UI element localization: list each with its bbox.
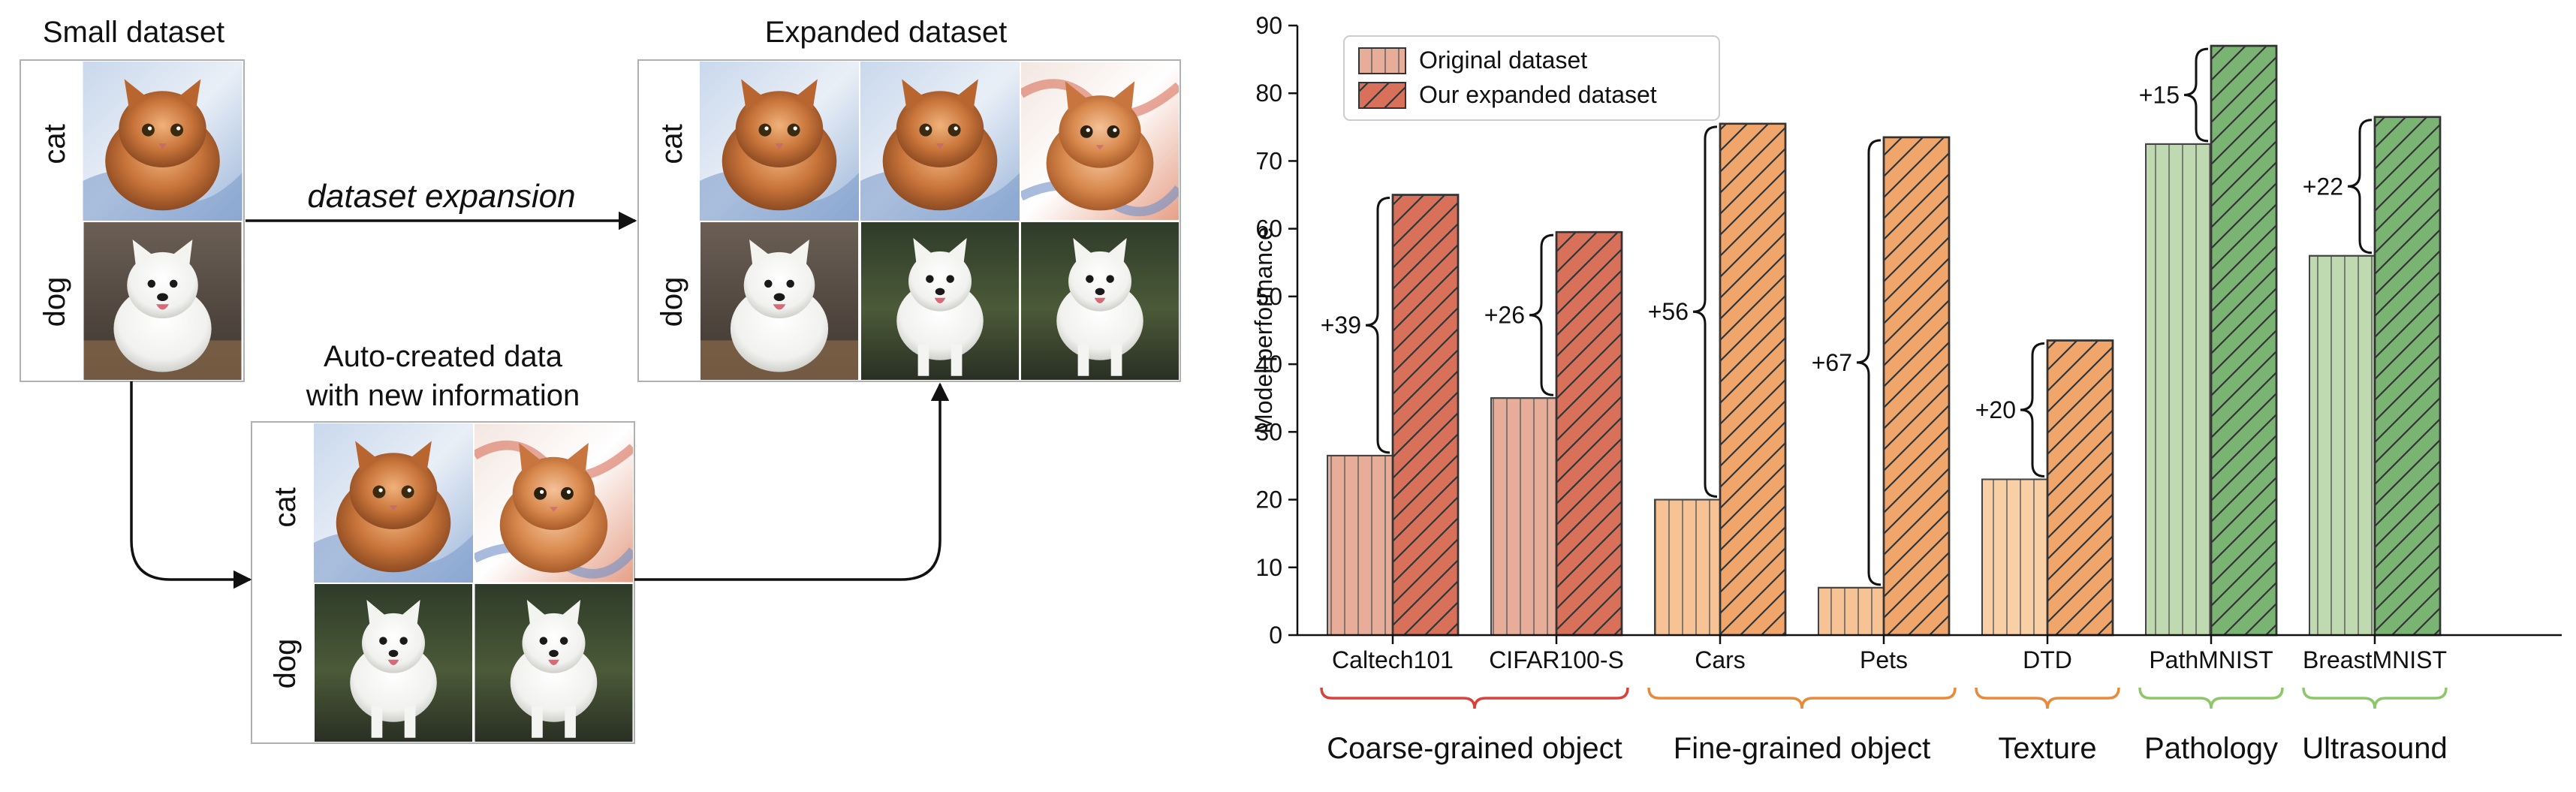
expanded-cat-image-1 xyxy=(700,62,859,221)
gain-label: +67 xyxy=(1812,349,1852,376)
group-brace xyxy=(1320,687,1629,709)
expanded-dataset-title: Expanded dataset xyxy=(765,16,1007,49)
bar-chart: 0 10 20 30 40 50 60 70 80 90 +39 +26 +56 +67 +20 +15 +2… xyxy=(1250,12,2562,765)
expanded-dog-image-2 xyxy=(861,222,1019,380)
bar-original-hatch xyxy=(2309,254,2376,636)
x-tick-label: CIFAR100-S xyxy=(1489,646,1624,673)
y-tick-label: 30 xyxy=(1255,418,1282,445)
auto-created-panel: cat dog xyxy=(251,421,635,744)
gain-label: +39 xyxy=(1321,312,1361,339)
legend: Original dataset Our expanded dataset xyxy=(1343,35,1720,121)
auto-dog-label: dog xyxy=(269,639,302,689)
gain-brace xyxy=(2183,47,2209,143)
small-cat-label: cat xyxy=(38,124,71,164)
expanded-cat-image-3 xyxy=(1021,62,1179,220)
expanded-dog-label: dog xyxy=(655,277,688,327)
x-tick-label: PathMNIST xyxy=(2149,646,2273,673)
small-dataset-title: Small dataset xyxy=(43,16,224,49)
x-tick-label: DTD xyxy=(2023,646,2072,673)
gain-brace xyxy=(1365,197,1390,454)
group-brace xyxy=(2302,687,2448,709)
gain-label: +22 xyxy=(2303,173,2343,200)
gain-label: +26 xyxy=(1484,302,1525,329)
dataset-expansion-diagram: Small dataset cat dog dataset expansion … xyxy=(20,16,1181,744)
bar-original-hatch xyxy=(1327,454,1393,637)
bar-expanded-hatch xyxy=(1882,136,1951,637)
bar-expanded-hatch xyxy=(1391,194,1460,637)
merge-arrow xyxy=(634,382,950,581)
bar-expanded-hatch xyxy=(1555,230,1623,637)
expanded-dog-image-3 xyxy=(1021,222,1179,380)
bar-original-hatch xyxy=(1981,478,2048,636)
legend-label-original: Original dataset xyxy=(1419,47,1587,74)
group-brace xyxy=(2138,687,2284,709)
generation-arrow xyxy=(130,381,252,589)
gain-brace xyxy=(2020,342,2045,477)
group-label: Fine-grained object xyxy=(1674,732,1930,765)
auto-created-title-line1: Auto-created data xyxy=(324,340,563,373)
auto-dog-image-2 xyxy=(475,584,633,742)
chart-axes xyxy=(1296,26,2562,637)
small-dataset-panel: cat dog xyxy=(20,59,245,382)
bar-original-hatch xyxy=(1818,586,1885,636)
x-tick-label: BreastMNIST xyxy=(2303,646,2447,673)
expanded-cat-image-2 xyxy=(860,62,1020,221)
expanded-dog-image-1 xyxy=(700,222,858,380)
auto-cat-image-2 xyxy=(475,424,633,583)
small-cat-image xyxy=(83,62,243,221)
gain-brace xyxy=(1856,139,1882,586)
auto-cat-image-1 xyxy=(314,423,473,583)
small-dog-label: dog xyxy=(38,277,71,327)
x-tick-label: Pets xyxy=(1860,646,1908,673)
category-groups: Coarse-grained object Fine-grained object… xyxy=(1320,687,2448,765)
y-axis-title: Model performance xyxy=(1250,227,1277,434)
expanded-cat-label: cat xyxy=(655,124,688,164)
gain-brace xyxy=(2347,119,2373,254)
y-tick-label: 90 xyxy=(1255,12,1282,39)
y-tick-label: 60 xyxy=(1255,215,1282,242)
gain-label: +20 xyxy=(1975,396,2016,423)
expanded-dataset-panel: cat dog xyxy=(637,59,1181,382)
bar-original-hatch xyxy=(1654,498,1721,636)
legend-label-expanded: Our expanded dataset xyxy=(1419,81,1657,108)
group-label: Pathology xyxy=(2144,732,2278,765)
y-tick-label: 10 xyxy=(1255,554,1282,581)
bar-expanded-hatch xyxy=(2046,339,2114,637)
y-tick-label: 0 xyxy=(1269,622,1282,649)
y-tick-label: 50 xyxy=(1255,283,1282,310)
x-tick-label: Caltech101 xyxy=(1332,646,1454,673)
group-label: Ultrasound xyxy=(2302,732,2447,765)
expansion-label: dataset expansion xyxy=(307,178,575,215)
bar-expanded-hatch xyxy=(1719,122,1787,637)
group-label: Texture xyxy=(1998,732,2096,765)
y-tick-label: 80 xyxy=(1255,80,1282,107)
gain-braces: +39 +26 +56 +67 +20 +15 +22 xyxy=(1321,47,2373,586)
gain-brace xyxy=(1692,125,1718,498)
bar-original-hatch xyxy=(2145,143,2212,636)
x-tick-label: Cars xyxy=(1695,646,1746,673)
group-brace xyxy=(1975,687,2120,709)
bar-expanded-hatch xyxy=(2210,44,2278,637)
y-axis-ticks: 0 10 20 30 40 50 60 70 80 90 xyxy=(1255,12,1297,649)
group-label: Coarse-grained object xyxy=(1327,732,1622,765)
y-tick-label: 70 xyxy=(1255,147,1282,174)
small-dog-image xyxy=(83,222,242,380)
y-tick-label: 40 xyxy=(1255,351,1282,378)
auto-dog-image-1 xyxy=(315,584,472,742)
gain-brace xyxy=(1529,233,1554,396)
bar-expanded-hatch xyxy=(2373,116,2442,637)
gain-label: +15 xyxy=(2139,81,2180,108)
bar-series xyxy=(1327,44,2442,637)
auto-cat-label: cat xyxy=(269,487,302,527)
y-tick-label: 20 xyxy=(1255,486,1282,513)
x-tick-labels: Caltech101 CIFAR100-S Cars Pets DTD PathMNIST… xyxy=(1332,635,2447,673)
gain-label: +56 xyxy=(1648,298,1689,325)
auto-created-title-line2: with new information xyxy=(306,379,580,412)
bar-original-hatch xyxy=(1490,397,1557,636)
group-brace xyxy=(1647,687,1957,709)
